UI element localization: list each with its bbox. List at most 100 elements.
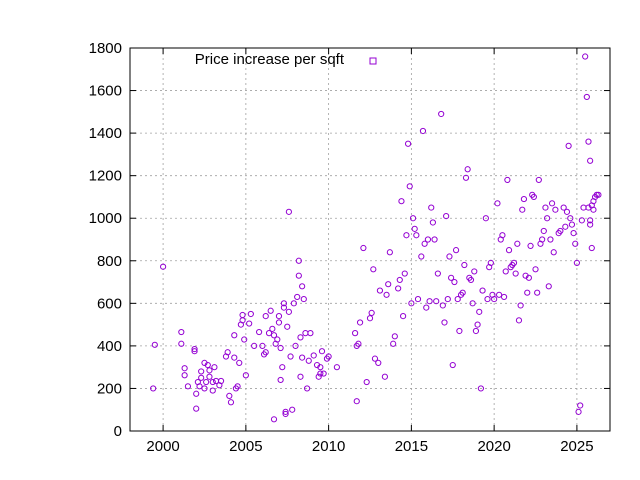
data-point bbox=[590, 206, 597, 213]
y-tick-label: 800 bbox=[97, 253, 122, 270]
data-point bbox=[217, 377, 225, 385]
data-point bbox=[193, 390, 200, 397]
data-points bbox=[150, 53, 602, 423]
x-tick-label: 2025 bbox=[560, 438, 593, 455]
data-point bbox=[562, 223, 569, 230]
data-point bbox=[547, 236, 554, 243]
data-point bbox=[403, 232, 410, 239]
data-point bbox=[284, 323, 291, 330]
data-point bbox=[505, 247, 513, 254]
data-point bbox=[198, 368, 205, 375]
data-point bbox=[580, 204, 587, 211]
x-tick-label: 2005 bbox=[229, 438, 262, 455]
data-point bbox=[467, 276, 475, 284]
y-tick-label: 1400 bbox=[89, 125, 122, 142]
data-point bbox=[444, 295, 451, 303]
data-point bbox=[560, 204, 567, 211]
data-point bbox=[206, 367, 213, 374]
data-point bbox=[419, 127, 427, 135]
data-point bbox=[449, 361, 456, 369]
data-point bbox=[575, 408, 582, 415]
data-point bbox=[295, 272, 302, 279]
data-point bbox=[231, 354, 238, 361]
data-point bbox=[198, 374, 205, 381]
data-point bbox=[227, 399, 235, 406]
axis-ticks: 0 200 400 600 800 1000 1200 1400 1600 1800 2000 200… bbox=[89, 40, 610, 455]
data-point bbox=[282, 410, 289, 418]
data-point bbox=[441, 319, 448, 326]
data-point bbox=[439, 302, 446, 309]
data-point bbox=[587, 221, 594, 228]
data-point bbox=[572, 240, 579, 247]
data-point bbox=[545, 283, 552, 290]
data-point bbox=[294, 293, 301, 301]
data-point bbox=[262, 313, 269, 320]
data-point bbox=[355, 340, 362, 347]
data-point bbox=[299, 354, 306, 361]
x-tick-label: 2020 bbox=[477, 438, 510, 455]
data-point bbox=[262, 349, 269, 356]
data-point bbox=[391, 333, 398, 340]
data-point bbox=[459, 289, 466, 296]
y-tick-label: 600 bbox=[97, 295, 122, 312]
data-point bbox=[363, 378, 370, 386]
data-point bbox=[563, 208, 571, 215]
data-point bbox=[226, 392, 233, 399]
data-point bbox=[178, 340, 185, 347]
data-point bbox=[353, 398, 360, 405]
data-point bbox=[191, 345, 198, 353]
data-point bbox=[557, 227, 564, 235]
data-point bbox=[540, 227, 547, 235]
data-point bbox=[282, 408, 289, 415]
data-point bbox=[583, 93, 590, 101]
data-point bbox=[539, 236, 546, 243]
data-point bbox=[578, 217, 585, 224]
data-point bbox=[160, 263, 167, 270]
grid-lines bbox=[130, 48, 610, 431]
data-point bbox=[317, 364, 324, 371]
data-point bbox=[515, 317, 523, 324]
data-point bbox=[289, 406, 296, 413]
data-point bbox=[302, 330, 309, 337]
data-point bbox=[269, 325, 276, 332]
data-point bbox=[525, 274, 532, 281]
data-point bbox=[318, 348, 326, 355]
data-point bbox=[585, 204, 592, 211]
data-point bbox=[325, 353, 332, 360]
data-point bbox=[565, 142, 572, 149]
data-point bbox=[270, 416, 278, 423]
data-point bbox=[209, 387, 216, 394]
data-point bbox=[277, 376, 284, 384]
data-point bbox=[193, 405, 200, 412]
data-point bbox=[390, 340, 397, 347]
data-point bbox=[406, 183, 413, 190]
data-point bbox=[267, 307, 274, 314]
data-point bbox=[203, 378, 210, 386]
y-tick-label: 1600 bbox=[89, 83, 122, 100]
data-point bbox=[151, 341, 158, 348]
data-point bbox=[487, 259, 494, 267]
data-point bbox=[356, 319, 364, 326]
data-point bbox=[438, 110, 445, 118]
data-point bbox=[211, 364, 218, 371]
data-point bbox=[595, 191, 602, 198]
data-point bbox=[400, 313, 407, 320]
data-point bbox=[259, 342, 266, 349]
data-point bbox=[305, 357, 312, 364]
data-point bbox=[496, 291, 503, 298]
data-point bbox=[150, 385, 157, 392]
data-point bbox=[534, 289, 541, 296]
data-point bbox=[209, 378, 216, 386]
legend-label-price-increase-per-sqft: Price increase per sqft bbox=[195, 51, 345, 68]
data-point bbox=[285, 208, 292, 215]
data-point bbox=[479, 287, 486, 294]
data-point bbox=[315, 373, 322, 380]
x-tick-label: 2010 bbox=[312, 438, 345, 455]
data-point bbox=[474, 321, 481, 328]
data-point bbox=[251, 342, 258, 349]
data-point bbox=[292, 342, 299, 349]
data-point bbox=[395, 285, 402, 292]
data-point bbox=[544, 215, 551, 222]
data-point bbox=[582, 53, 589, 60]
data-point bbox=[285, 308, 292, 315]
